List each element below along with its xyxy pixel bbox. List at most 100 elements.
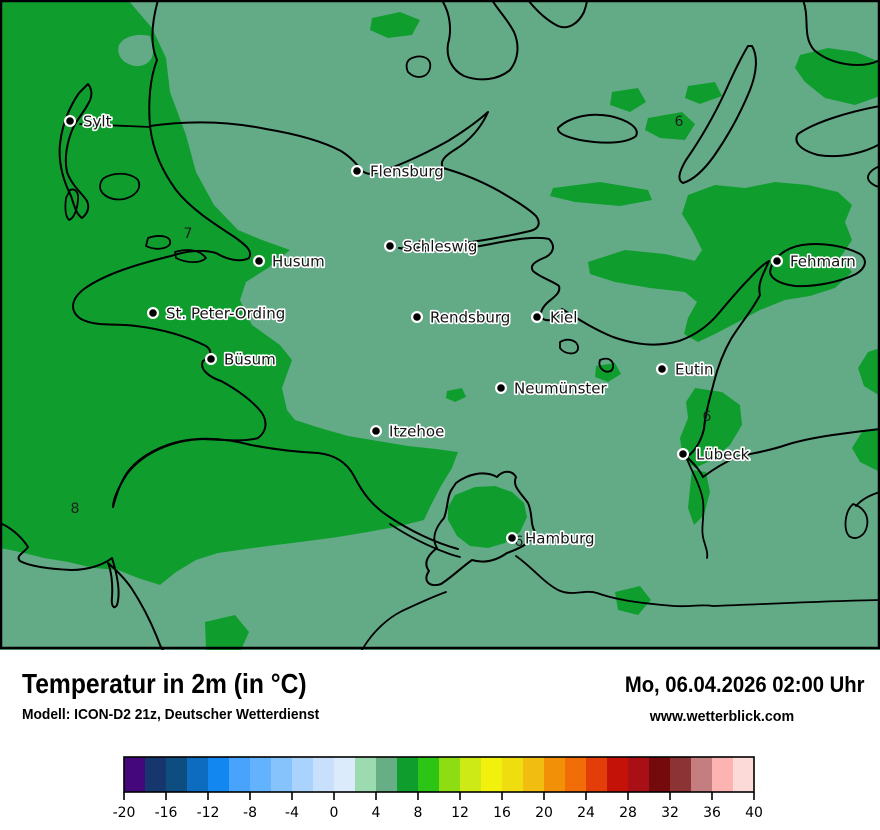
lake-eutin [598,357,614,373]
city-marker: Rendsburg [411,307,512,328]
colorbar-segment [460,757,481,792]
city-marker: Fehmarn [771,251,857,272]
city-dot [255,257,263,265]
city-marker: Sylt [64,111,113,132]
city-label: St. Peter-Ording [166,305,285,323]
colorbar-segment [313,757,334,792]
warm-region-coast-band [588,250,762,296]
contour-value-label: 7 [184,226,193,242]
city-dot [508,534,516,542]
city-marker: Büsum [205,349,277,370]
city-label: Sylt [83,113,112,131]
city-dot [679,450,687,458]
city-label: Rendsburg [430,309,510,327]
coast-nordstrand [174,249,207,264]
colorbar-segment [355,757,376,792]
warm-patch [685,82,722,104]
colorbar-tick-label: 12 [451,805,469,821]
coast-aeroe-island [556,113,638,144]
colorbar-segment [376,757,397,792]
coast-small-island [405,55,432,78]
colorbar-tick-label: 20 [535,805,553,821]
city-marker: Husum [253,251,326,272]
city-marker: Eutin [656,359,715,380]
coast-northeast-islands [802,0,880,66]
warm-patch [852,428,880,472]
page-title: Temperatur in 2m (in °C) [22,668,307,699]
warm-patch [858,348,880,396]
warm-patch [550,182,652,206]
coast-elbe-mouth [0,522,164,651]
city-label: Lübeck [696,446,750,464]
city-layer: Sylt Flensburg Schleswig Husum Fehmarn St. Pe… [64,111,857,549]
coast-hindenburgdamm [79,123,151,128]
coast-pellworm-island [145,235,172,250]
city-marker: Flensburg [351,161,445,182]
city-dot [497,384,505,392]
city-dot [207,355,215,363]
city-marker: Kiel [531,307,579,328]
lake-schaalsee [844,503,869,539]
colorbar-segment [565,757,586,792]
colorbar-segment [418,757,439,792]
contour-value-label: 6 [417,238,426,254]
colorbar-tick-label: 16 [493,805,511,821]
warm-region-northeast-corner [795,48,880,105]
colorbar-segment [691,757,712,792]
colorbar-segment [250,757,271,792]
coastline-layer [0,0,880,651]
city-marker: Lübeck [677,444,751,465]
coast-fehmarn-island [769,243,866,288]
city-marker: Schleswig [384,236,479,257]
temperature-colorbar: -20 -16 -12 -8 -4 0 4 8 12 16 20 24 28 32 36 40 [113,756,763,821]
border-south-of-elbe [361,591,447,651]
colorbar-segment [397,757,418,792]
colorbar-frame [123,756,755,793]
river-elbe-south-bank [389,523,461,558]
city-label: Neumünster [514,380,608,398]
border-schaalsee-spur [855,491,880,507]
coast-west [72,0,267,508]
city-marker: Hamburg [506,528,596,549]
colorbar-segment [229,757,250,792]
colorbar-tick-label: 4 [372,805,381,821]
warm-patch [610,88,646,112]
city-marker: Itzehoe [370,421,446,442]
city-label: Kiel [550,309,577,327]
forecast-datetime: Mo, 06.04.2026 02:00 Uhr [624,672,864,697]
city-dot [658,365,666,373]
coast-als-island [442,0,519,81]
colorbar-tick-label: -4 [285,805,299,821]
river-trave [686,458,709,559]
colorbar-segment [649,757,670,792]
model-info: Modell: ICON-D2 21z, Deutscher Wetterdie… [22,706,320,723]
colorbar-segment [208,757,229,792]
lake-ploen [559,338,579,355]
city-label: Itzehoe [389,423,444,441]
contour-value-label: 6 [675,114,684,130]
contour-label-layer: 6 7 6 6 8 6 [71,114,712,550]
colorbar-segment [124,757,145,792]
colorbar-tick-label: 36 [703,805,721,821]
colorbar-tick-label: -12 [197,805,220,821]
city-dot [372,427,380,435]
colorbar-tick-label: -20 [113,805,136,821]
colorbar-segment [271,757,292,792]
colorbar-tick-label: 24 [577,805,595,821]
colorbar-tick-label: 32 [661,805,679,821]
colorbar-segment [292,757,313,792]
colorbar-segment [502,757,523,792]
colorbar-tick-label: 8 [414,805,423,821]
warm-region-west [0,0,458,585]
city-dot [533,313,541,321]
colorbar-segment [145,757,166,792]
colorbar-tick-label: -16 [155,805,178,821]
colorbar-segment [733,757,754,792]
warm-patch [645,112,695,140]
city-dot [413,313,421,321]
city-dot [149,309,157,317]
colorbar-segment [628,757,649,792]
colorbar-segment [670,757,691,792]
city-label: Fehmarn [790,253,856,271]
contour-value-label: 6 [703,409,712,425]
